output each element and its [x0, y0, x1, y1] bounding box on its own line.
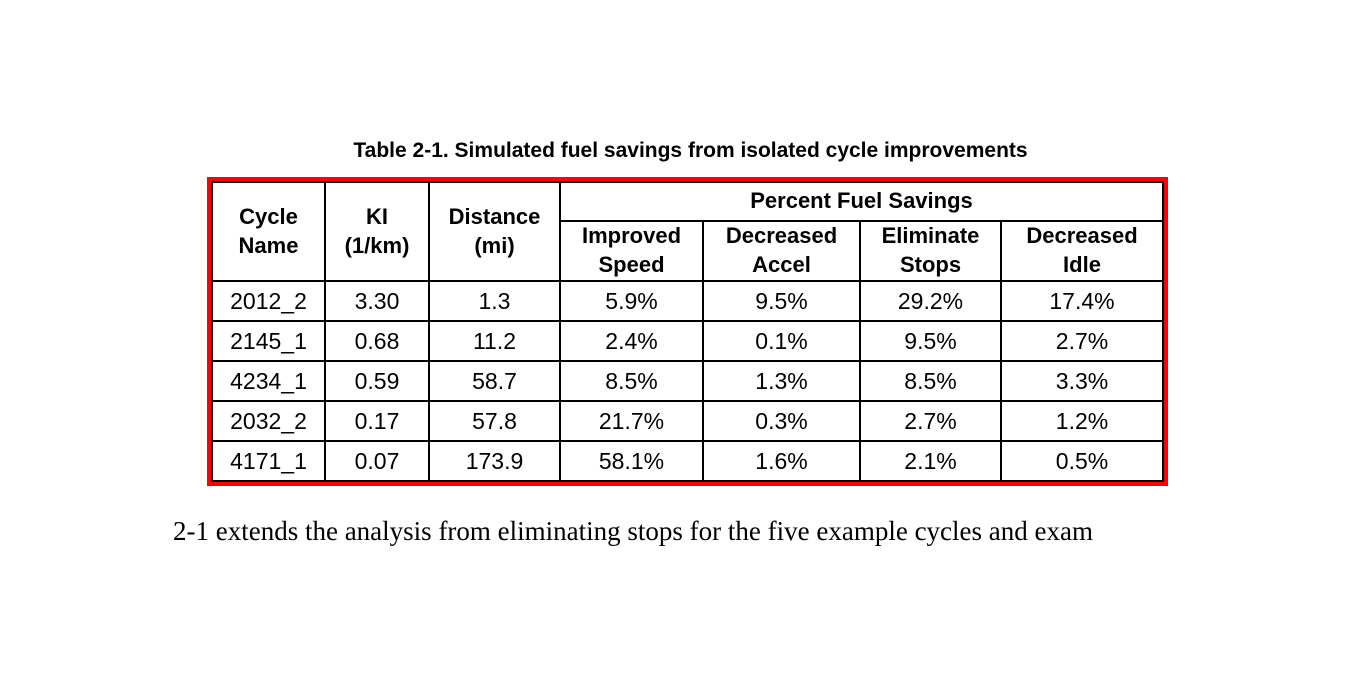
- table-cell: 0.59: [324, 360, 430, 402]
- col-subheader-eliminate-stops: Eliminate Stops: [859, 220, 1002, 282]
- table-cell: 2.1%: [859, 440, 1002, 482]
- table-cell: 1.3: [428, 280, 561, 322]
- table-cell: 11.2: [428, 320, 561, 362]
- table-cell: 2.7%: [1000, 320, 1164, 362]
- table-caption: Table 2-1. Simulated fuel savings from i…: [353, 139, 1028, 162]
- table-cell: 2.7%: [859, 400, 1002, 442]
- table-header: Cycle Name KI (1/km) Distance (mi) Perce…: [211, 181, 1164, 282]
- table-row: 2012_2 3.30 1.3 5.9% 9.5% 29.2% 17.4%: [211, 280, 1164, 322]
- table-cell: 0.1%: [702, 320, 861, 362]
- table-cell: 57.8: [428, 400, 561, 442]
- table-cell: 9.5%: [702, 280, 861, 322]
- col-group-header-percent-fuel-savings: Percent Fuel Savings: [559, 181, 1164, 222]
- table-cell: 1.6%: [702, 440, 861, 482]
- red-highlight-box: Cycle Name KI (1/km) Distance (mi) Perce…: [207, 177, 1168, 486]
- col-subheader-decreased-idle: Decreased Idle: [1000, 220, 1164, 282]
- table-cell: 29.2%: [859, 280, 1002, 322]
- sub-header-row: Improved Speed Decreased Accel Eliminate…: [212, 220, 1164, 282]
- table-cell: 0.68: [324, 320, 430, 362]
- group-header-row: Cycle Name KI (1/km) Distance (mi) Perce…: [211, 181, 1164, 282]
- col-header-cycle-name: Cycle Name: [211, 181, 326, 282]
- table-cell: 2012_2: [211, 280, 326, 322]
- table-cell: 3.30: [324, 280, 430, 322]
- col-subheader-decreased-accel: Decreased Accel: [702, 220, 861, 282]
- table-cell: 4234_1: [211, 360, 326, 402]
- col-subheader-improved-speed: Improved Speed: [559, 220, 704, 282]
- table-cell: 1.2%: [1000, 400, 1164, 442]
- table-row: 4234_1 0.59 58.7 8.5% 1.3% 8.5% 3.3%: [211, 360, 1164, 402]
- table-cell: 3.3%: [1000, 360, 1164, 402]
- table-cell: 8.5%: [859, 360, 1002, 402]
- table-cell: 0.07: [324, 440, 430, 482]
- table-cell: 58.7: [428, 360, 561, 402]
- table-cell: 5.9%: [559, 280, 704, 322]
- table-cell: 0.3%: [702, 400, 861, 442]
- table-cell: 173.9: [428, 440, 561, 482]
- table-cell: 9.5%: [859, 320, 1002, 362]
- table-cell: 2032_2: [211, 400, 326, 442]
- col-header-distance: Distance (mi): [428, 181, 561, 282]
- table-row: 4171_1 0.07 173.9 58.1% 1.6% 2.1% 0.5%: [211, 440, 1164, 482]
- table-cell: 17.4%: [1000, 280, 1164, 322]
- table-cell: 8.5%: [559, 360, 704, 402]
- table-cell: 4171_1: [211, 440, 326, 482]
- table-body: 2012_2 3.30 1.3 5.9% 9.5% 29.2% 17.4% 2145_1 0.6…: [211, 280, 1164, 482]
- table-row: 2032_2 0.17 57.8 21.7% 0.3% 2.7% 1.2%: [211, 400, 1164, 442]
- body-text-fragment: 2-1 extends the analysis from eliminatin…: [173, 516, 1093, 546]
- table-cell: 2.4%: [559, 320, 704, 362]
- table-cell: 2145_1: [211, 320, 326, 362]
- col-header-ki: KI (1/km): [324, 181, 430, 282]
- table-cell: 0.5%: [1000, 440, 1164, 482]
- table-row: 2145_1 0.68 11.2 2.4% 0.1% 9.5% 2.7%: [211, 320, 1164, 362]
- table-cell: 21.7%: [559, 400, 704, 442]
- table-cell: 0.17: [324, 400, 430, 442]
- fuel-savings-table: Cycle Name KI (1/km) Distance (mi) Perce…: [211, 181, 1164, 482]
- table-cell: 1.3%: [702, 360, 861, 402]
- table-cell: 58.1%: [559, 440, 704, 482]
